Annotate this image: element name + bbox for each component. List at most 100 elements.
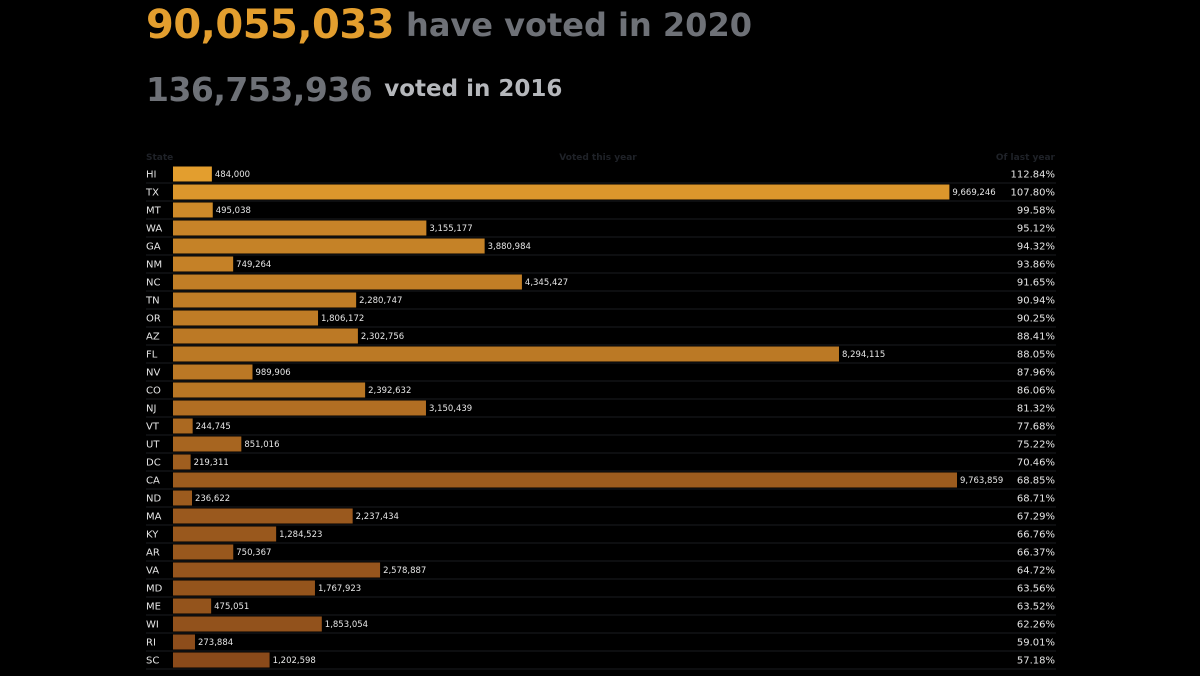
pct-label: 86.06% [1017, 386, 1055, 397]
state-label: CA [146, 476, 160, 487]
data-label: 1,767,923 [318, 584, 361, 594]
pct-label: 88.41% [1017, 332, 1055, 343]
pct-label: 90.94% [1017, 296, 1055, 307]
table-row: NV 989,906 87.96% [146, 364, 1056, 382]
table-row: VA 2,578,887 64.72% [146, 562, 1056, 580]
data-label: 750,367 [236, 548, 271, 558]
bar [173, 454, 191, 470]
pct-label: 59.01% [1017, 638, 1055, 649]
table-row: MA 2,237,434 67.29% [146, 508, 1056, 526]
pct-label: 91.65% [1017, 278, 1055, 289]
table-row: AZ 2,302,756 88.41% [146, 328, 1056, 346]
bar [173, 310, 319, 326]
table-row: WA 3,155,177 95.12% [146, 220, 1056, 238]
table-row: NJ 3,150,439 81.32% [146, 400, 1056, 418]
state-label: AZ [146, 332, 160, 343]
pct-label: 63.56% [1017, 584, 1055, 595]
table-row: RI 273,884 59.01% [146, 634, 1056, 652]
data-label: 3,155,177 [429, 224, 472, 234]
pct-label: 107.80% [1011, 188, 1056, 199]
state-label: TN [145, 296, 160, 307]
votes-2016-count: 136,753,936 [146, 69, 373, 109]
table-row: MT 495,038 99.58% [146, 202, 1056, 220]
bar [173, 184, 950, 200]
state-label: GA [146, 242, 161, 253]
pct-label: 81.32% [1017, 404, 1055, 415]
data-label: 2,578,887 [383, 566, 426, 576]
column-header-voted: Voted this year [559, 153, 637, 163]
bar [173, 526, 277, 542]
bar [173, 544, 234, 560]
bar [173, 436, 242, 452]
table-row: NM 749,264 93.86% [146, 256, 1056, 274]
state-label: NC [146, 278, 160, 289]
state-label: MT [146, 206, 162, 217]
table-row: TX 9,669,246 107.80% [145, 184, 1056, 202]
table-row: SC 1,202,598 57.18% [146, 652, 1056, 670]
data-label: 1,806,172 [321, 314, 364, 324]
data-label: 8,294,115 [842, 350, 885, 360]
data-label: 475,051 [214, 602, 249, 612]
pct-label: 68.85% [1017, 476, 1055, 487]
column-header-pct: Of last year [996, 153, 1056, 163]
state-label: WA [146, 224, 162, 235]
headline-2020: 90,055,033 have voted in 2020 [146, 0, 752, 50]
data-label: 484,000 [215, 170, 250, 180]
data-label: 495,038 [216, 206, 251, 216]
table-row: CA 9,763,859 68.85% [146, 472, 1056, 490]
state-label: UT [146, 440, 160, 451]
table-row: CO 2,392,632 86.06% [146, 382, 1056, 400]
table-row: TN 2,280,747 90.94% [145, 292, 1056, 310]
votes-2016-label: voted in 2016 [384, 76, 563, 102]
bar [173, 418, 193, 434]
pct-label: 62.26% [1017, 620, 1055, 631]
bar [173, 292, 357, 308]
data-label: 236,622 [195, 494, 230, 504]
state-label: SC [146, 656, 159, 667]
data-label: 2,302,756 [361, 332, 404, 342]
state-label: MA [146, 512, 162, 523]
data-label: 9,763,859 [960, 476, 1003, 486]
pct-label: 68.71% [1017, 494, 1055, 505]
bar [173, 634, 195, 650]
bar [173, 256, 234, 272]
data-label: 4,345,427 [525, 278, 568, 288]
pct-label: 66.76% [1017, 530, 1055, 541]
table-row: UT 851,016 75.22% [146, 436, 1056, 454]
bar [173, 364, 253, 380]
table-row: VT 244,745 77.68% [146, 418, 1056, 436]
votes-2020-count: 90,055,033 [146, 2, 395, 48]
pct-label: 75.22% [1017, 440, 1055, 451]
state-label: ND [146, 494, 161, 505]
bar [173, 166, 212, 182]
bar [173, 400, 426, 416]
pct-label: 57.18% [1017, 656, 1055, 667]
data-label: 9,669,246 [952, 188, 995, 198]
votes-2020-label: have voted in 2020 [406, 6, 752, 44]
data-label: 2,237,434 [356, 512, 399, 522]
state-label: NV [146, 368, 160, 379]
pct-label: 63.52% [1017, 602, 1055, 613]
data-label: 273,884 [198, 638, 233, 648]
pct-label: 66.37% [1017, 548, 1055, 559]
pct-label: 64.72% [1017, 566, 1055, 577]
table-row: KY 1,284,523 66.76% [146, 526, 1056, 544]
column-header-state: State [146, 153, 173, 163]
table-row: GA 3,880,984 94.32% [146, 238, 1056, 256]
pct-label: 93.86% [1017, 260, 1055, 271]
pct-label: 99.58% [1017, 206, 1055, 217]
state-label: DC [146, 458, 161, 469]
state-label: NJ [146, 404, 156, 415]
pct-label: 112.84% [1011, 170, 1056, 181]
bar [173, 490, 192, 506]
table-row: MD 1,767,923 63.56% [146, 580, 1056, 598]
state-label: WI [146, 620, 159, 631]
state-label: MD [146, 584, 163, 595]
state-label: FL [146, 350, 158, 361]
data-label: 851,016 [244, 440, 279, 450]
state-label: RI [146, 638, 156, 649]
state-label: KY [146, 530, 159, 541]
bar [173, 238, 485, 254]
table-row: OR 1,806,172 90.25% [146, 310, 1056, 328]
